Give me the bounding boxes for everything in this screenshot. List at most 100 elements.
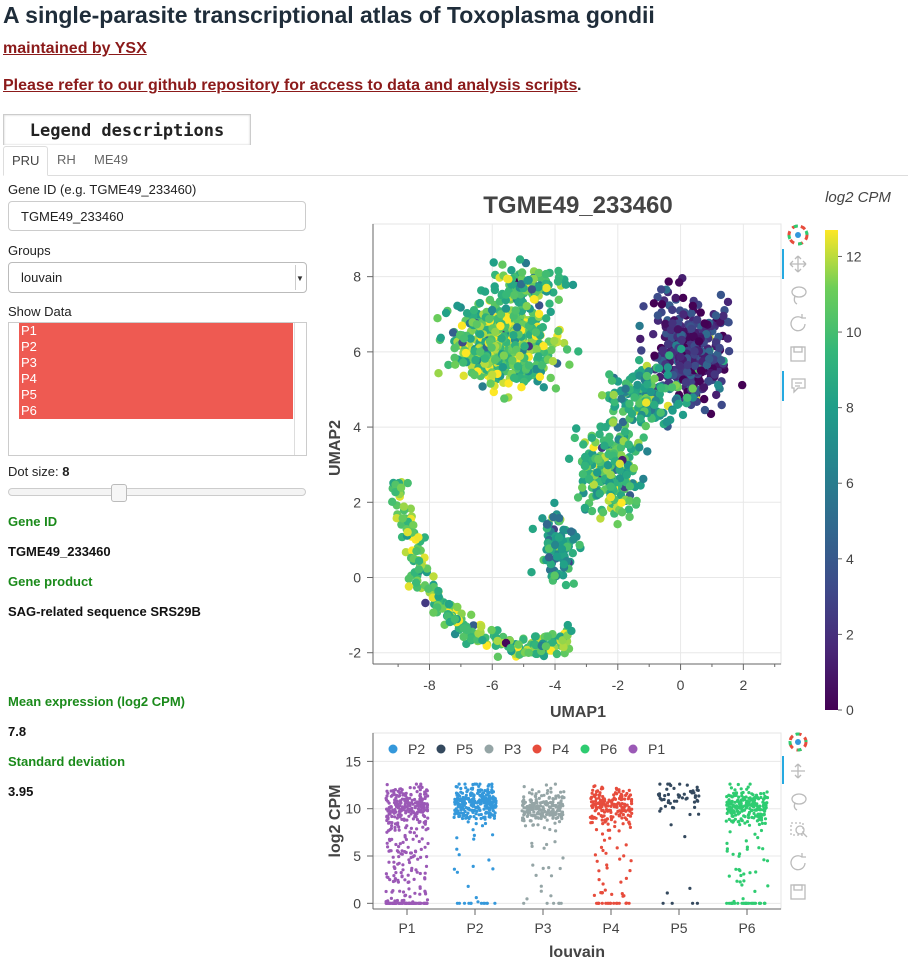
- strip-point: [746, 803, 750, 807]
- strip-point: [608, 799, 612, 803]
- multiselect-scrollbar[interactable]: [294, 323, 305, 455]
- umap-point: [696, 308, 705, 317]
- show-data-option-p1[interactable]: P1: [19, 323, 293, 339]
- groups-select[interactable]: louvain ▼: [8, 262, 307, 293]
- strip-point: [407, 810, 411, 814]
- save-icon[interactable]: [790, 884, 806, 900]
- strip-point: [740, 794, 744, 798]
- dot-size-slider[interactable]: [8, 488, 306, 496]
- strip-toolbar: [782, 732, 808, 900]
- strip-point: [384, 889, 388, 894]
- umap-point: [497, 334, 506, 343]
- umap-point: [595, 430, 604, 439]
- umap-axes: -8 -6 -4 -2 0 2 -2 0 2 4 6 8: [349, 224, 781, 693]
- strip-point: [683, 835, 687, 839]
- hover-icon[interactable]: [791, 378, 806, 394]
- strip-point: [400, 874, 404, 878]
- strip-point: [755, 803, 759, 807]
- strip-point: [405, 818, 409, 822]
- gene-id-input[interactable]: TGME49_233460: [8, 201, 306, 231]
- tab-pru[interactable]: PRU: [3, 146, 49, 176]
- umap-point: [711, 311, 721, 320]
- show-data-option-p6[interactable]: P6: [19, 403, 293, 419]
- strip-point: [621, 813, 626, 817]
- umap-point: [491, 327, 500, 337]
- strip-point: [533, 814, 537, 818]
- umap-point: [580, 461, 590, 470]
- strip-point: [476, 900, 480, 904]
- umap-point: [554, 326, 563, 336]
- strip-point: [474, 812, 478, 816]
- strip-point: [603, 888, 607, 892]
- strip-point: [609, 818, 614, 822]
- sentence-period: .: [577, 77, 582, 94]
- github-repository-link[interactable]: Please refer to our github repository fo…: [3, 77, 578, 94]
- tab-me49[interactable]: ME49: [94, 152, 128, 167]
- save-icon[interactable]: [790, 346, 806, 362]
- strip-point: [487, 794, 491, 798]
- strip-point: [620, 797, 624, 801]
- umap-point: [678, 410, 688, 420]
- bokeh-logo-icon[interactable]: [787, 224, 809, 246]
- lasso-select-icon[interactable]: [791, 286, 807, 305]
- strip-point: [406, 873, 410, 877]
- strip-point: [744, 839, 748, 843]
- umap-point: [581, 452, 590, 462]
- bokeh-logo-icon[interactable]: [788, 732, 808, 752]
- strip-point: [525, 814, 530, 819]
- gene-id-heading: Gene ID: [8, 514, 58, 529]
- umap-point: [551, 540, 560, 550]
- show-data-multiselect[interactable]: P1 P2 P3 P4 P5 P6: [8, 322, 307, 456]
- strip-point: [599, 891, 603, 895]
- pan-icon[interactable]: [791, 763, 805, 779]
- umap-point: [412, 546, 421, 556]
- strip-point: [562, 790, 566, 794]
- strip-point: [628, 793, 633, 797]
- umap-point: [643, 380, 652, 389]
- lasso-select-icon[interactable]: [791, 793, 807, 811]
- show-data-option-p4[interactable]: P4: [19, 371, 293, 387]
- pan-icon[interactable]: [789, 255, 807, 273]
- umap-point: [578, 477, 587, 486]
- strip-point: [597, 878, 601, 882]
- strip-point: [727, 793, 731, 797]
- strip-point: [415, 818, 420, 822]
- strip-point: [547, 796, 551, 800]
- strip-point: [395, 816, 399, 820]
- box-zoom-icon[interactable]: [790, 822, 808, 838]
- strip-point: [735, 807, 739, 811]
- strip-point: [395, 898, 399, 903]
- strip-point: [622, 854, 626, 858]
- strip-point: [598, 803, 603, 807]
- show-data-option-p5[interactable]: P5: [19, 387, 293, 403]
- gene-product-heading: Gene product: [8, 574, 93, 589]
- strip-point: [418, 788, 422, 792]
- show-data-option-p2[interactable]: P2: [19, 339, 293, 355]
- strip-point: [411, 817, 415, 821]
- strip-point: [590, 791, 594, 795]
- strip-point: [545, 811, 550, 815]
- strip-point: [752, 816, 756, 820]
- show-data-option-p3[interactable]: P3: [19, 355, 293, 371]
- strip-point: [418, 886, 422, 891]
- strip-point: [399, 801, 403, 805]
- reset-icon[interactable]: [790, 853, 806, 871]
- legend-descriptions-button[interactable]: Legend descriptions: [3, 114, 251, 145]
- umap-point: [424, 584, 433, 593]
- strip-point: [619, 880, 623, 884]
- maintainer-link[interactable]: maintained by YSX: [3, 40, 147, 57]
- strip-point: [552, 901, 556, 905]
- strip-point: [399, 871, 403, 875]
- colorbar-tick-label: 0: [846, 702, 854, 718]
- umap-point: [441, 308, 451, 318]
- dot-size-slider-handle[interactable]: [111, 484, 128, 502]
- strip-point: [525, 897, 529, 901]
- umap-point: [668, 319, 677, 328]
- umap-point: [723, 297, 733, 307]
- strip-point: [545, 791, 549, 795]
- umap-point: [512, 345, 521, 354]
- strip-point: [467, 901, 471, 905]
- reset-icon[interactable]: [790, 314, 806, 332]
- tab-rh[interactable]: RH: [57, 152, 76, 167]
- umap-y-tick-label: 8: [353, 269, 361, 285]
